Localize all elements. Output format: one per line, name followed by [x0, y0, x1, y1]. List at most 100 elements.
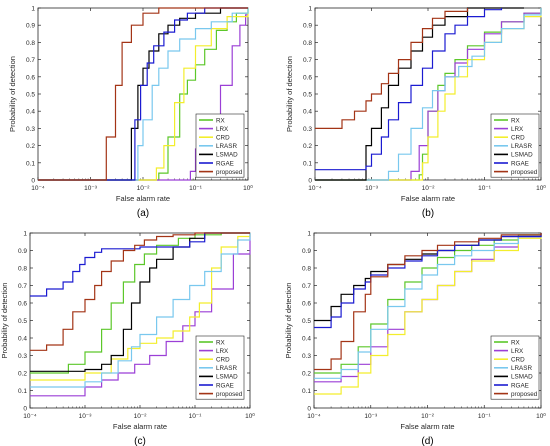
y-tick-label: 0.4: [26, 109, 35, 116]
y-tick-label: 0.4: [302, 336, 311, 343]
series-line-lrasr: [314, 233, 542, 379]
x-tick-label: 10⁰: [536, 412, 546, 420]
series-line-lrasr: [38, 8, 249, 181]
y-tick-label: 0.6: [302, 301, 311, 308]
y-tick-label: 0.7: [303, 57, 312, 64]
series-line-proposed: [315, 8, 469, 129]
y-axis-label: Probability of detection: [284, 283, 293, 359]
legend-label: RGAE: [216, 160, 234, 167]
roc-panel-2: 0 0.1 0.2 0.3 0.4 0.5 0.6 0.7 0.8 0.9 1 10⁻⁴ 10⁻³ 10⁻…: [285, 6, 546, 220]
y-tick-label: 0.1: [18, 388, 27, 395]
x-tick-label: 10⁻⁴: [307, 413, 321, 420]
legend-label: proposed: [511, 169, 538, 176]
y-tick-label: 0.9: [18, 248, 27, 255]
y-tick-label: 0.2: [302, 371, 311, 378]
roc-panel-3: 0 0.1 0.2 0.3 0.4 0.5 0.6 0.7 0.8 0.9 1 10⁻⁴ 10⁻³ 10⁻…: [0, 231, 255, 446]
y-tick-label: 0.8: [26, 40, 35, 47]
y-tick-label: 0.3: [26, 126, 35, 133]
y-tick-label: 0.7: [302, 283, 311, 290]
y-tick-label: 0.8: [302, 266, 311, 273]
y-tick-label: 0: [307, 406, 311, 413]
y-tick-label: 0.6: [18, 301, 27, 308]
legend-label: CRD: [511, 357, 525, 364]
y-tick-label: 0.4: [18, 336, 27, 343]
y-tick-label: 0.6: [26, 74, 35, 81]
series-line-proposed: [314, 233, 542, 371]
y-tick-label: 0.2: [26, 143, 35, 150]
legend-label: RX: [216, 117, 226, 124]
legend-label: LRASR: [511, 143, 532, 150]
legend-label: LRASR: [216, 143, 237, 150]
y-tick-label: 0.4: [303, 109, 312, 116]
y-tick-label: 0.2: [303, 143, 312, 150]
series-line-proposed: [38, 7, 248, 181]
y-tick-label: 0.5: [303, 92, 312, 99]
legend-label: CRD: [216, 135, 230, 142]
y-tick-label: 0.8: [303, 40, 312, 47]
y-tick-label: 0.9: [303, 23, 312, 30]
x-tick-label: 10⁻¹: [478, 413, 492, 420]
legend-label: LSMAD: [511, 152, 533, 159]
roc-panel-1: 0 0.1 0.2 0.3 0.4 0.5 0.6 0.7 0.8 0.9 1 10⁻⁴ 10⁻³ 10⁻…: [8, 6, 253, 220]
series-line-rgae: [38, 7, 248, 181]
y-tick-label: 0.3: [18, 353, 27, 360]
series-line-rgae: [315, 8, 503, 171]
x-tick-label: 10⁻³: [79, 413, 93, 420]
x-tick-label: 10⁻³: [84, 185, 98, 192]
y-tick-label: 0.5: [302, 318, 311, 325]
y-axis-label: Probability of detection: [8, 56, 17, 132]
legend-label: RGAE: [511, 382, 529, 389]
y-tick-label: 0.8: [18, 266, 27, 273]
x-axis-label: False alarm rate: [400, 422, 454, 431]
x-tick-label: 10⁻⁴: [23, 413, 37, 420]
x-tick-label: 10⁻²: [421, 413, 435, 420]
y-tick-label: 0.7: [18, 283, 27, 290]
y-tick-label: 1: [23, 231, 27, 238]
legend-label: LSMAD: [216, 152, 238, 159]
y-tick-label: 0.1: [303, 160, 312, 167]
x-tick-label: 10⁰: [245, 412, 255, 420]
series-line-lsmad: [38, 7, 248, 181]
y-tick-label: 0.7: [26, 57, 35, 64]
x-axis-label: False alarm rate: [116, 194, 170, 203]
panel-caption: (a): [137, 208, 149, 219]
legend-label: CRD: [511, 135, 525, 142]
y-tick-label: 1: [308, 6, 312, 13]
y-tick-label: 0: [31, 178, 35, 185]
y-tick-label: 0.3: [303, 126, 312, 133]
series-line-lrx: [30, 233, 251, 397]
y-axis-label: Probability of detection: [0, 283, 9, 359]
legend-label: LRX: [216, 126, 229, 133]
y-tick-label: 0: [23, 406, 27, 413]
legend-label: RGAE: [511, 160, 529, 167]
y-tick-label: 0.1: [26, 160, 35, 167]
panel-caption: (c): [134, 436, 146, 446]
y-tick-label: 1: [307, 231, 311, 238]
legend-label: LRASR: [511, 365, 532, 372]
y-axis-label: Probability of detection: [285, 56, 294, 132]
x-tick-label: 10⁰: [243, 184, 253, 192]
roc-panel-4: 0 0.1 0.2 0.3 0.4 0.5 0.6 0.7 0.8 0.9 1 10⁻⁴ 10⁻³ 10⁻…: [284, 231, 546, 446]
x-tick-label: 10⁻²: [137, 185, 151, 192]
legend-label: LRX: [511, 348, 524, 355]
y-tick-label: 0: [308, 178, 312, 185]
x-tick-label: 10⁻¹: [189, 413, 203, 420]
y-tick-label: 0.1: [302, 388, 311, 395]
legend-label: LRX: [216, 348, 229, 355]
x-tick-label: 10⁻¹: [189, 185, 203, 192]
series-line-proposed: [30, 232, 250, 351]
x-tick-label: 10⁻³: [364, 413, 378, 420]
legend-label: LRASR: [216, 365, 237, 372]
y-tick-label: 1: [31, 6, 35, 13]
legend-label: proposed: [216, 391, 243, 398]
y-tick-label: 0.5: [26, 92, 35, 99]
series-line-rgae: [30, 232, 250, 297]
x-tick-label: 10⁻³: [365, 185, 379, 192]
panel-caption: (d): [421, 436, 433, 446]
x-tick-label: 10⁻⁴: [308, 185, 322, 192]
y-tick-label: 0.5: [18, 318, 27, 325]
legend-label: LSMAD: [216, 374, 238, 381]
x-tick-label: 10⁻⁴: [31, 185, 45, 192]
legend-label: LRX: [511, 126, 524, 133]
